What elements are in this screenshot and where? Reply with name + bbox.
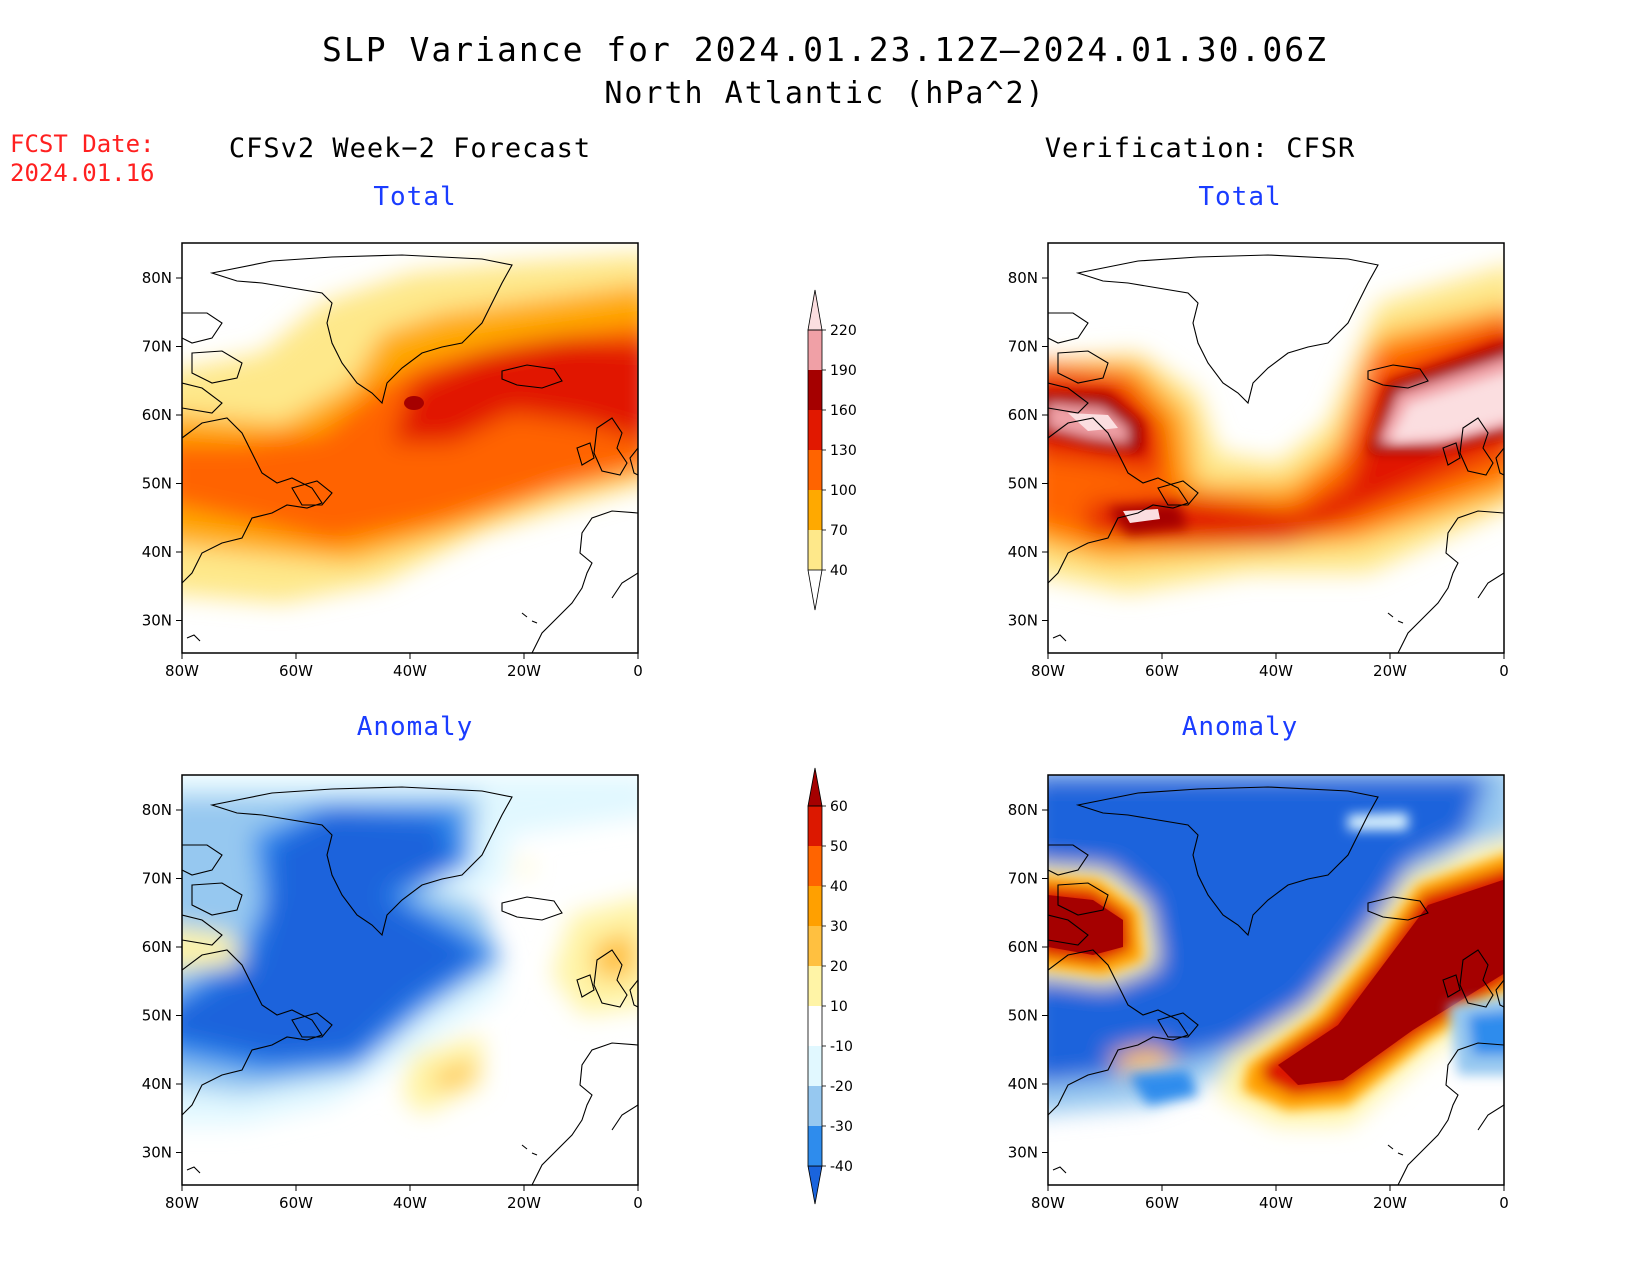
lat-tick-label: 50N bbox=[142, 475, 172, 493]
lon-tick-label: 40W bbox=[1259, 662, 1293, 680]
colorbar-label: -40 bbox=[830, 1159, 853, 1175]
panel-title-forecast-anomaly: Anomaly bbox=[356, 712, 474, 742]
lat-tick-label: 80N bbox=[1008, 801, 1038, 819]
lon-tick-label: 20W bbox=[1373, 662, 1407, 680]
colorbar-total: 40 70 100 130 160 190 220 bbox=[807, 289, 857, 611]
colorbar-label: 50 bbox=[830, 839, 848, 855]
colorbar-label: 30 bbox=[830, 919, 848, 935]
fcst-date-value: 2024.01.16 bbox=[10, 159, 155, 187]
lat-tick-label: 40N bbox=[1008, 1075, 1038, 1093]
map-forecast-total bbox=[181, 242, 639, 654]
colorbar-segment bbox=[808, 450, 822, 490]
panel-title-forecast-total: Total bbox=[373, 182, 457, 212]
lat-tick-label: 80N bbox=[142, 801, 172, 819]
lat-tick-label: 50N bbox=[1008, 1007, 1038, 1025]
lat-tick-label: 70N bbox=[142, 338, 172, 356]
lat-tick-label: 60N bbox=[142, 938, 172, 956]
lat-tick-label: 80N bbox=[142, 269, 172, 287]
colorbar-label: 40 bbox=[830, 879, 848, 895]
colorbar-segment bbox=[808, 1086, 822, 1126]
colorbar-segment bbox=[808, 806, 822, 846]
lat-tick-label: 30N bbox=[1008, 1144, 1038, 1162]
colorbar-segment bbox=[808, 846, 822, 886]
colorbar-segment bbox=[808, 410, 822, 450]
colorbar-label: 20 bbox=[830, 959, 848, 975]
lat-tick-label: 30N bbox=[142, 612, 172, 630]
colorbar-segment bbox=[808, 926, 822, 966]
map-axes: 80W 60W 40W 20W 0 80N 70N 60N 50N 40N 30N 80W 60W 40W… bbox=[142, 269, 1509, 1212]
panel-title-verification-total: Total bbox=[1198, 182, 1282, 212]
figure-subtitle: North Atlantic (hPa^2) bbox=[604, 76, 1046, 111]
lon-tick-label: 0 bbox=[633, 662, 643, 680]
colorbar-extend-bottom bbox=[807, 569, 823, 611]
lon-tick-label: 20W bbox=[507, 1194, 541, 1212]
map-verification-total bbox=[1047, 242, 1505, 654]
colorbar-label: 160 bbox=[830, 403, 857, 419]
lat-tick-label: 60N bbox=[1008, 406, 1038, 424]
colorbar-segment bbox=[808, 370, 822, 410]
lat-tick-label: 60N bbox=[142, 406, 172, 424]
colorbar-segment bbox=[808, 490, 822, 530]
colorbar-extend-top bbox=[807, 767, 823, 807]
lat-tick-label: 40N bbox=[142, 1075, 172, 1093]
panel-title-verification-anomaly: Anomaly bbox=[1181, 712, 1299, 742]
colorbar-anomaly: -40 -30 -20 -10 10 20 30 40 50 60 bbox=[807, 767, 853, 1205]
column-heading-forecast: CFSv2 Week−2 Forecast bbox=[228, 133, 592, 164]
lon-tick-label: 80W bbox=[165, 1194, 199, 1212]
colorbar-segment bbox=[808, 1046, 822, 1086]
colorbar-label: 190 bbox=[830, 363, 857, 379]
colorbar-label: 130 bbox=[830, 443, 857, 459]
column-heading-verification: Verification: CFSR bbox=[1044, 133, 1356, 164]
colorbar-label: 40 bbox=[830, 563, 848, 579]
lat-tick-label: 70N bbox=[142, 870, 172, 888]
colorbar-segment bbox=[808, 1126, 822, 1166]
colorbar-label: -10 bbox=[830, 1039, 853, 1055]
lon-tick-label: 60W bbox=[279, 662, 313, 680]
lon-tick-label: 40W bbox=[393, 1194, 427, 1212]
lat-tick-label: 60N bbox=[1008, 938, 1038, 956]
lon-tick-label: 60W bbox=[279, 1194, 313, 1212]
lon-tick-label: 80W bbox=[165, 662, 199, 680]
lon-tick-label: 60W bbox=[1145, 662, 1179, 680]
map-forecast-anomaly bbox=[181, 774, 639, 1186]
lon-tick-label: 80W bbox=[1031, 1194, 1065, 1212]
lat-tick-label: 50N bbox=[1008, 475, 1038, 493]
colorbar-extend-top bbox=[807, 289, 823, 331]
colorbar-segment bbox=[808, 966, 822, 1006]
colorbar-segment bbox=[808, 330, 822, 370]
lon-tick-label: 0 bbox=[1499, 1194, 1509, 1212]
lon-tick-label: 20W bbox=[507, 662, 541, 680]
colorbar-label: 60 bbox=[830, 799, 848, 815]
lat-tick-label: 70N bbox=[1008, 338, 1038, 356]
lon-tick-label: 60W bbox=[1145, 1194, 1179, 1212]
colorbar-label: 10 bbox=[830, 999, 848, 1015]
lon-tick-label: 20W bbox=[1373, 1194, 1407, 1212]
lat-tick-label: 30N bbox=[1008, 612, 1038, 630]
fcst-date-label: FCST Date: bbox=[10, 130, 155, 158]
figure-title: SLP Variance for 2024.01.23.12Z–2024.01.… bbox=[322, 30, 1328, 69]
lat-tick-label: 70N bbox=[1008, 870, 1038, 888]
lon-tick-label: 80W bbox=[1031, 662, 1065, 680]
lon-tick-label: 0 bbox=[1499, 662, 1509, 680]
colorbar-label: 220 bbox=[830, 323, 857, 339]
lat-tick-label: 30N bbox=[142, 1144, 172, 1162]
lat-tick-label: 40N bbox=[142, 543, 172, 561]
lat-tick-label: 40N bbox=[1008, 543, 1038, 561]
lat-tick-label: 80N bbox=[1008, 269, 1038, 287]
colorbar-segment bbox=[808, 886, 822, 926]
colorbar-label: -20 bbox=[830, 1079, 853, 1095]
lon-tick-label: 0 bbox=[633, 1194, 643, 1212]
colorbar-extend-bottom bbox=[807, 1165, 823, 1205]
colorbar-segment bbox=[808, 1006, 822, 1046]
colorbar-label: 70 bbox=[830, 523, 848, 539]
colorbar-frame bbox=[807, 805, 823, 1167]
lon-tick-label: 40W bbox=[393, 662, 427, 680]
colorbar-segment bbox=[808, 530, 822, 570]
lon-tick-label: 40W bbox=[1259, 1194, 1293, 1212]
map-verification-anomaly bbox=[1047, 774, 1505, 1186]
colorbar-label: -30 bbox=[830, 1119, 853, 1135]
lat-tick-label: 50N bbox=[142, 1007, 172, 1025]
colorbar-label: 100 bbox=[830, 483, 857, 499]
